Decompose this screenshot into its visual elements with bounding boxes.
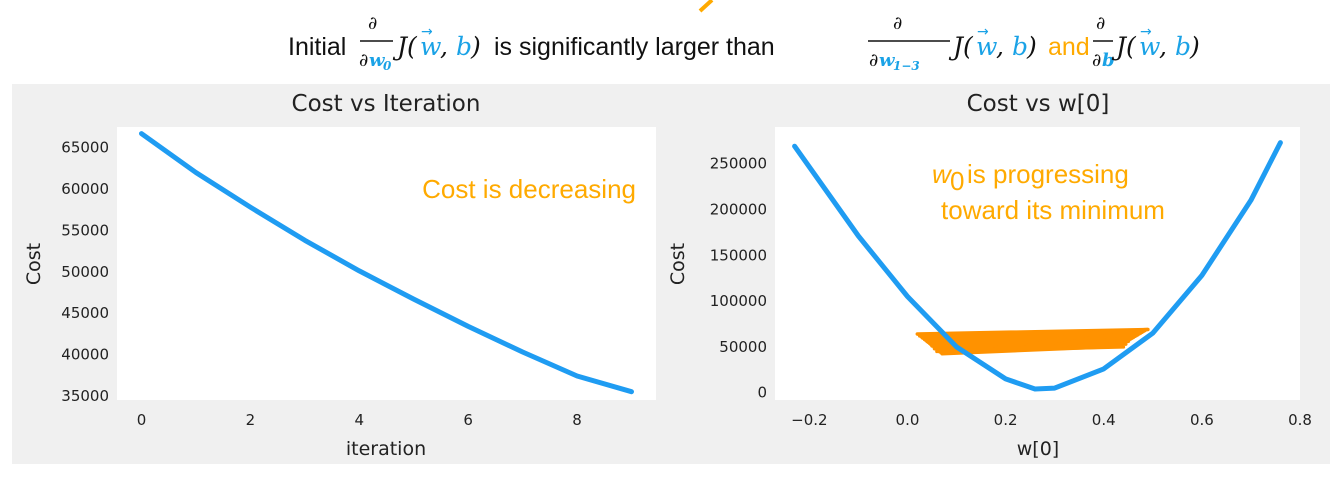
x-axis-label-left: iteration <box>346 438 426 460</box>
x-tick-label: −0.2 <box>791 411 827 429</box>
x-tick-label: 0.6 <box>1190 411 1214 429</box>
caption-b-3: b <box>1175 32 1191 61</box>
x-ticks-left: 0 2 4 6 8 <box>137 411 582 429</box>
caption-w0-index: 0 <box>383 59 392 73</box>
x-ticks-right: −0.2 0.0 0.2 0.4 0.6 0.8 <box>791 411 1312 429</box>
caption-b-1: b <box>456 32 472 61</box>
y-tick-label: 35000 <box>61 387 109 405</box>
x-tick-label: 8 <box>572 411 582 429</box>
x-axis-label-right: w[0] <box>1017 438 1059 460</box>
x-tick-label: 4 <box>355 411 365 429</box>
y-tick-label: 45000 <box>61 304 109 322</box>
plot-title-right: Cost vs w[0] <box>967 91 1110 117</box>
vector-arrow-1: → <box>421 24 433 40</box>
annotation-w-subscript: 0 <box>950 166 964 196</box>
x-tick-label: 0.4 <box>1092 411 1116 429</box>
y-ticks-left: 35000 40000 45000 50000 55000 60000 65000 <box>61 139 109 405</box>
vector-arrow-2: → <box>977 24 989 40</box>
y-tick-label: 150000 <box>710 246 767 264</box>
caption-comma-3: , <box>1159 32 1167 61</box>
annotation-line1-rest: is progressing <box>967 159 1129 189</box>
caption-close-2: ) <box>1026 32 1037 61</box>
y-tick-label: 60000 <box>61 180 109 198</box>
annotation-w0-progressing: w 0 is progressing toward its minimum <box>932 159 1165 225</box>
caption-partial-3: ∂ <box>1096 13 1105 34</box>
series-right <box>792 140 1283 392</box>
caption-w-vec-1: w <box>420 32 441 61</box>
gradient-step <box>940 345 1120 356</box>
caption-and: and <box>1048 33 1090 61</box>
y-axis-label-left: Cost <box>23 243 45 285</box>
x-tick-label: 0.2 <box>994 411 1018 429</box>
caption-w13-index: 1−3 <box>893 59 920 73</box>
caption-partial-1: ∂ <box>368 13 377 34</box>
y-tick-label: 65000 <box>61 139 109 157</box>
caption-close-3: ) <box>1189 32 1200 61</box>
caption-comma-1: , <box>440 32 448 61</box>
x-tick-label: 0.8 <box>1288 411 1312 429</box>
y-tick-label: 50000 <box>719 338 767 356</box>
y-tick-label: 100000 <box>710 292 767 310</box>
annotation-w-symbol: w <box>932 159 953 189</box>
caption-b-denominator: b <box>1102 50 1115 71</box>
y-tick-label: 55000 <box>61 221 109 239</box>
caption-b-2: b <box>1012 32 1028 61</box>
y-tick-label: 40000 <box>61 346 109 364</box>
y-axis-label-right: Cost <box>667 243 689 285</box>
caption-partial-2: ∂ <box>893 13 902 34</box>
plot-cost-vs-iteration: Cost vs Iteration iteration Cost 0 2 4 6 8 3… <box>23 91 656 460</box>
caption-partial-3b: ∂ <box>1092 50 1101 71</box>
y-tick-label: 50000 <box>61 263 109 281</box>
y-tick-label: 200000 <box>710 200 767 218</box>
x-tick-label: 0.0 <box>896 411 920 429</box>
caption: Initial ∂ ∂ w 0 J( w → , b ) is signific… <box>288 0 1200 73</box>
caption-prefix: Initial <box>288 33 346 61</box>
y-ticks-right: 0 50000 100000 150000 200000 250000 <box>710 155 767 402</box>
y-tick-label: 0 <box>757 384 767 402</box>
x-tick-label: 0 <box>137 411 147 429</box>
vector-arrow-3: → <box>1140 24 1152 40</box>
x-tick-label: 2 <box>246 411 256 429</box>
caption-w0-symbol: w <box>369 50 386 71</box>
x-tick-label: 6 <box>463 411 473 429</box>
caption-w-vec-3: w <box>1139 32 1160 61</box>
y-tick-label: 250000 <box>710 155 767 173</box>
caption-w-vec-2: w <box>976 32 997 61</box>
plot-cost-vs-w0: Cost vs w[0] w[0] Cost −0.2 0.0 0.2 0.4 0.6 0… <box>667 91 1312 460</box>
caption-close-1: ) <box>470 32 481 61</box>
cost-curve <box>792 140 1283 392</box>
annotation-cost-decreasing: Cost is decreasing <box>422 174 636 204</box>
caption-comma-2: , <box>996 32 1004 61</box>
caption-w13-symbol: w <box>879 50 896 71</box>
cost-line <box>139 131 634 395</box>
caption-partial-2b: ∂ <box>869 50 878 71</box>
caption-J-2: J( <box>948 32 974 61</box>
caption-partial-1b: ∂ <box>359 50 368 71</box>
caption-middle: is significantly larger than <box>494 33 775 61</box>
plot-title-left: Cost vs Iteration <box>292 91 481 117</box>
caption-J-1: J( <box>392 32 418 61</box>
plot-area-left <box>117 127 656 400</box>
series-left <box>139 131 634 395</box>
annotation-line2: toward its minimum <box>941 195 1165 225</box>
caption-J-3: J( <box>1111 32 1137 61</box>
arrow-fragment <box>698 0 714 13</box>
